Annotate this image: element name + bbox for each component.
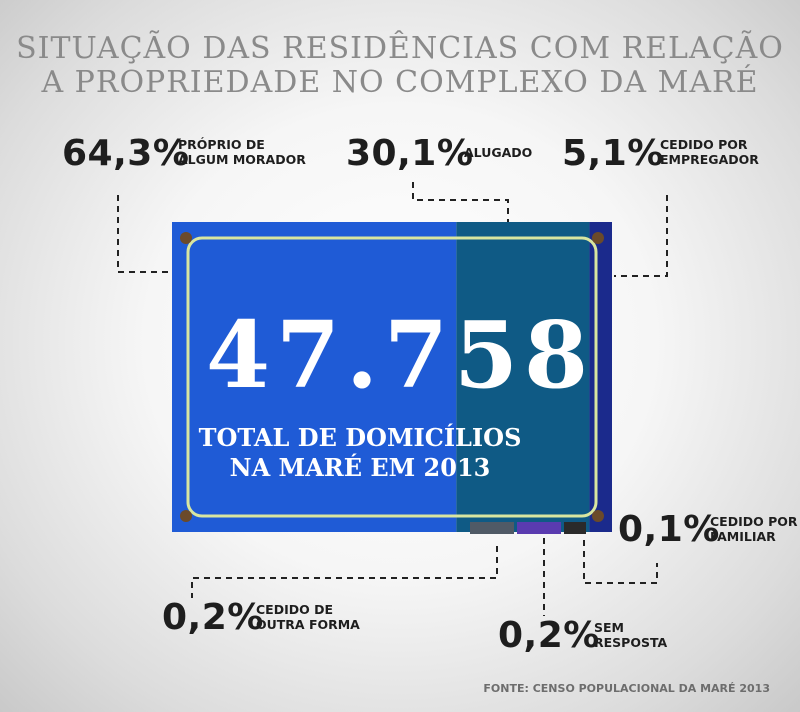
plate bbox=[172, 222, 612, 534]
screw-2 bbox=[180, 510, 192, 522]
label-text-empregador: CEDIDO POR EMPREGADOR bbox=[660, 137, 759, 167]
label-sem-line-1: SEM bbox=[594, 620, 624, 635]
screw-0 bbox=[180, 232, 192, 244]
label-familiar-line-2: FAMILIAR bbox=[710, 529, 776, 544]
label-pct-proprio: 64,3% bbox=[62, 133, 190, 174]
leader-empregador bbox=[614, 195, 668, 277]
title-line-1: Situação das residências com relação bbox=[16, 31, 784, 66]
label-outra-line-1: CEDIDO DE bbox=[256, 602, 334, 617]
leader-lines bbox=[117, 182, 668, 616]
label-text-alugado: ALUGADO bbox=[464, 145, 532, 160]
bar-cedido-outra-forma bbox=[470, 522, 514, 534]
leader-alugado bbox=[412, 182, 509, 222]
leader-outra bbox=[191, 546, 498, 598]
leader-proprio bbox=[117, 195, 172, 273]
chart-title: Situação das residências com relação a p… bbox=[0, 32, 800, 100]
label-pct-alugado: 30,1% bbox=[346, 133, 474, 174]
label-empregador-line-2: EMPREGADOR bbox=[660, 152, 759, 167]
plate-border bbox=[186, 236, 598, 518]
label-text-sem: SEM RESPOSTA bbox=[594, 620, 667, 650]
source-note: FONTE: CENSO POPULACIONAL DA MARÉ 2013 bbox=[483, 682, 770, 695]
bar-cedido-familiar bbox=[564, 522, 586, 534]
label-proprio-line-1: PRÓPRIO DE bbox=[178, 137, 265, 152]
caption-line-1: TOTAL DE DOMICÍLIOS bbox=[198, 423, 522, 452]
label-pct-sem: 0,2% bbox=[498, 615, 600, 656]
label-sem-line-2: RESPOSTA bbox=[594, 635, 668, 650]
label-familiar-line-1: CEDIDO POR bbox=[710, 514, 798, 529]
label-text-outra: CEDIDO DE OUTRA FORMA bbox=[256, 602, 360, 632]
leader-familiar bbox=[583, 540, 658, 584]
label-text-proprio: PRÓPRIO DE ALGUM MORADOR bbox=[178, 137, 306, 167]
label-pct-empregador: 5,1% bbox=[562, 133, 664, 174]
total-households-value: 47.758 bbox=[205, 301, 595, 409]
label-pct-familiar: 0,1% bbox=[618, 509, 720, 550]
bar-sem-resposta bbox=[517, 522, 561, 534]
label-text-familiar: CEDIDO POR FAMILIAR bbox=[710, 514, 798, 544]
label-empregador-line-1: CEDIDO POR bbox=[660, 137, 748, 152]
bar-alugado bbox=[456, 222, 590, 532]
screw-1 bbox=[592, 232, 604, 244]
label-alugado-line-1: ALUGADO bbox=[464, 145, 533, 160]
label-pct-outra: 0,2% bbox=[162, 597, 264, 638]
bar-proprio bbox=[172, 222, 457, 532]
label-outra-line-2: OUTRA FORMA bbox=[256, 617, 360, 632]
title-line-2: a propriedade no Complexo da Maré bbox=[41, 65, 759, 100]
caption-line-2: NA MARÉ EM 2013 bbox=[229, 453, 491, 482]
screw-3 bbox=[592, 510, 604, 522]
label-proprio-line-2: ALGUM MORADOR bbox=[178, 152, 306, 167]
total-households-caption: TOTAL DE DOMICÍLIOS NA MARÉ EM 2013 bbox=[195, 423, 525, 483]
